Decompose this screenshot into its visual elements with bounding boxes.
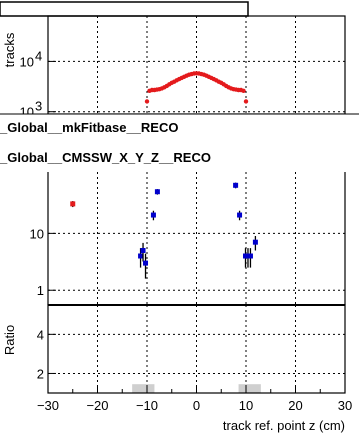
top-y-axis-title: tracks: [2, 32, 17, 67]
x-tick-label: 10: [239, 398, 253, 413]
top-data-point: [243, 99, 249, 104]
middle-data-point: [247, 253, 253, 259]
bottom-y-ticks: 24: [37, 327, 56, 381]
ratio-band: [238, 384, 261, 393]
x-tick-label: 0: [193, 398, 200, 413]
middle-data-point: [140, 247, 146, 253]
x-tick-label: 30: [338, 398, 352, 413]
x-tick-label: 20: [288, 398, 302, 413]
middle-data-point: [150, 212, 156, 218]
middle-data-point: [233, 182, 239, 188]
legend-entry-mkfitbase: _Global__mkFitbase__RECO: [0, 120, 178, 135]
ratio-bands: [132, 384, 261, 393]
bottom-panel: Ratio 24 −30 −20 −10 0 10 20 30 track ref. poi…: [2, 304, 352, 433]
legend-entry-cmssw: _Global__CMSSW_X_Y_Z__RECO: [0, 150, 211, 165]
middle-series-points: [70, 182, 258, 279]
y-tick-label: 10: [20, 54, 34, 69]
middle-data-point: [252, 239, 258, 245]
legend: _Global__mkFitbase__RECO _Global__CMSSW_…: [0, 113, 359, 172]
middle-data-point: [138, 253, 144, 259]
ratio-y-axis-title: Ratio: [2, 325, 17, 355]
x-axis-title: track ref. point z (cm): [223, 418, 345, 433]
legend-background: [0, 114, 359, 172]
y-tick-label: 1: [37, 283, 44, 298]
middle-y-ticks: 1 10: [30, 226, 56, 298]
y-tick-label: 2: [37, 366, 44, 381]
middle-grid: [48, 172, 345, 305]
top-data-point: [144, 99, 150, 104]
middle-panel: 1 10: [30, 172, 346, 305]
middle-data-point: [154, 189, 160, 195]
bottom-x-ticks: −30 −20 −10 0 10 20 30: [37, 385, 352, 413]
top-series-points: [144, 71, 249, 104]
top-grid: [48, 16, 345, 114]
x-tick-label: −30: [37, 398, 59, 413]
middle-data-point: [143, 260, 149, 266]
y-tick-label: 10: [30, 226, 44, 241]
x-tick-label: −10: [136, 398, 158, 413]
y-tick-label: 4: [37, 327, 44, 342]
top-data-point: [241, 88, 246, 94]
middle-data-point: [237, 212, 243, 218]
y-tick-exponent: 3: [35, 99, 42, 114]
x-tick-label: −20: [86, 398, 108, 413]
ratio-band: [132, 384, 155, 393]
middle-data-point: [70, 201, 76, 207]
y-tick-exponent: 4: [35, 48, 42, 63]
